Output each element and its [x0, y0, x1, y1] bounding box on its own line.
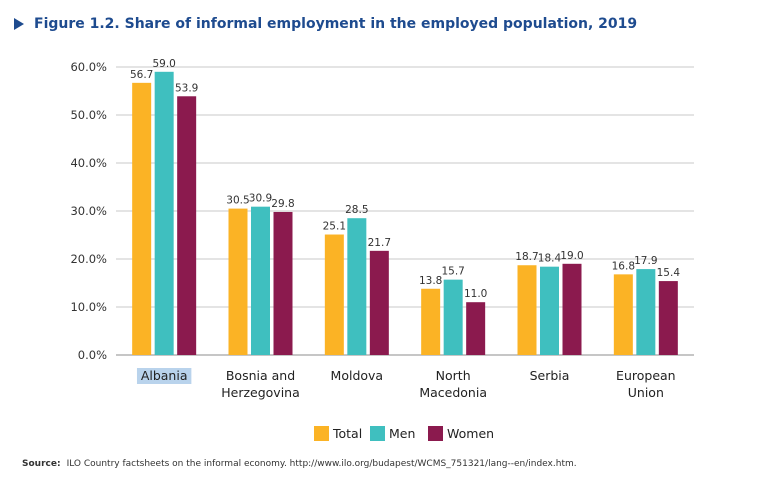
data-label: 19.0 [560, 250, 583, 262]
y-tick-label: 40.0% [70, 156, 107, 170]
data-label: 28.5 [345, 204, 368, 216]
bar [228, 208, 248, 355]
label-highlight [136, 368, 192, 384]
bar [613, 274, 633, 355]
category-label: Union [628, 385, 664, 400]
legend-label: Women [447, 426, 494, 441]
category-label: Herzegovina [221, 385, 300, 400]
bar [540, 266, 559, 355]
bar [347, 218, 367, 355]
source-text: ILO Country factsheets on the informal e… [66, 459, 577, 469]
source-label: Source: [22, 459, 61, 469]
data-label: 59.0 [152, 58, 175, 70]
bar [154, 71, 174, 356]
y-tick-label: 20.0% [70, 252, 107, 266]
data-label: 29.8 [271, 198, 294, 210]
data-label: 30.5 [226, 195, 249, 207]
data-label: 56.7 [130, 69, 153, 81]
bar [562, 263, 582, 355]
data-label: 16.8 [612, 260, 635, 272]
data-label: 21.7 [368, 237, 391, 249]
y-tick-label: 30.0% [70, 204, 107, 218]
bar [636, 269, 656, 355]
data-label: 11.0 [464, 288, 487, 300]
legend-label: Men [389, 426, 415, 441]
category-label: Bosnia and [226, 368, 295, 383]
y-tick-label: 0.0% [78, 348, 107, 362]
bar [251, 206, 270, 355]
bar [658, 281, 678, 355]
data-label: 13.8 [419, 275, 442, 287]
category-label: Albania [141, 368, 188, 383]
data-label: 25.1 [323, 221, 346, 233]
bar [369, 250, 389, 355]
data-label: 30.9 [249, 193, 272, 205]
bar [177, 96, 197, 355]
source-note: Source: ILO Country factsheets on the inf… [22, 459, 577, 469]
category-label: Moldova [331, 368, 384, 383]
data-label: 15.4 [657, 267, 681, 279]
data-label: 15.7 [441, 266, 464, 278]
bar [466, 302, 486, 355]
bar [443, 279, 463, 355]
legend-swatch [370, 426, 385, 441]
figure-title: Figure 1.2. Share of informal employment… [14, 14, 637, 34]
category-label: North [436, 368, 471, 383]
y-tick-label: 10.0% [70, 300, 107, 314]
bar [324, 234, 344, 355]
bar [132, 82, 152, 355]
data-label: 17.9 [634, 255, 657, 267]
legend-label: Total [332, 426, 362, 441]
legend-swatch [428, 426, 443, 441]
data-label: 53.9 [175, 82, 198, 94]
data-label: 18.7 [515, 251, 538, 263]
category-label: Macedonia [419, 385, 487, 400]
category-label: European [616, 368, 676, 383]
data-label: 18.4 [538, 253, 562, 265]
legend-swatch [314, 426, 329, 441]
bar [273, 211, 293, 355]
play-triangle-icon [14, 18, 24, 30]
y-tick-label: 50.0% [70, 108, 107, 122]
y-tick-label: 60.0% [70, 60, 107, 74]
bar [421, 288, 441, 355]
bar [517, 265, 537, 355]
category-label: Serbia [530, 368, 570, 383]
figure-title-text: Figure 1.2. Share of informal employment… [34, 16, 638, 32]
